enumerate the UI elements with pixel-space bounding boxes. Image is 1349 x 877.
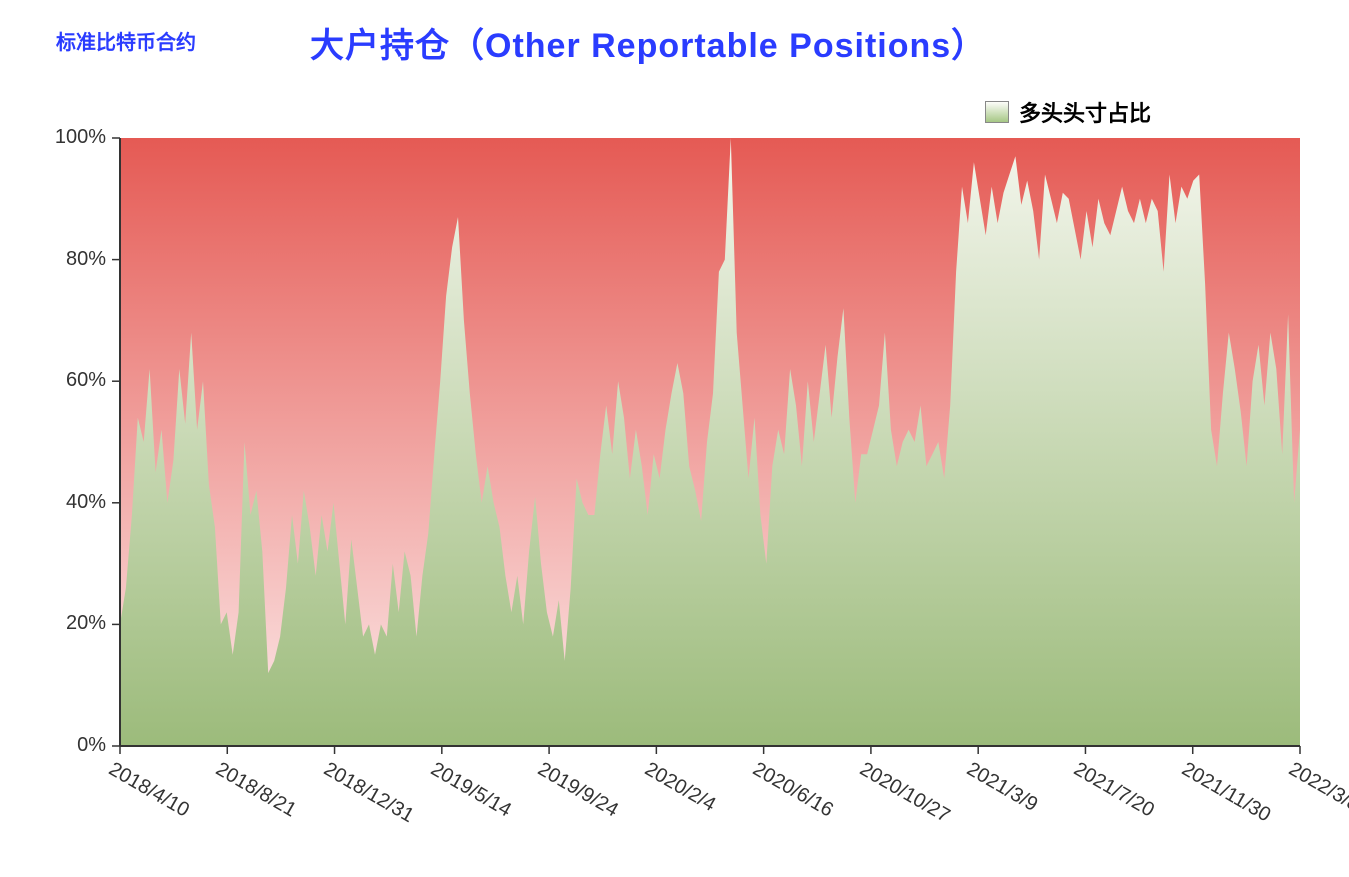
y-tick-label: 100% <box>0 126 106 149</box>
chart-plot <box>0 0 1349 877</box>
y-tick-label: 0% <box>0 734 106 757</box>
y-tick-label: 80% <box>0 248 106 271</box>
y-tick-label: 40% <box>0 491 106 514</box>
y-tick-label: 20% <box>0 612 106 635</box>
y-tick-label: 60% <box>0 369 106 392</box>
